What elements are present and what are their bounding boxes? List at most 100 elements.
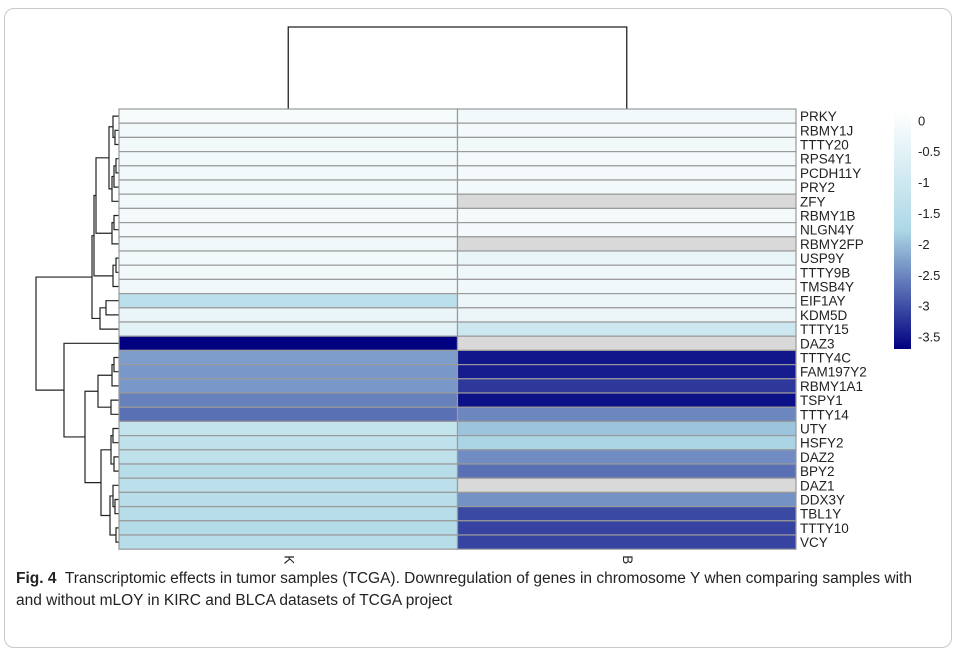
- heatmap-cell: [456, 506, 797, 522]
- row-dendrogram-branch: [112, 115, 119, 138]
- heatmap-cell: [456, 293, 797, 309]
- heatmap-cell: [456, 193, 797, 209]
- heatmap-cell: [456, 335, 797, 352]
- row-dendrogram-branch: [113, 456, 119, 472]
- row-dendrogram-branch: [93, 194, 113, 277]
- row-dendrogram-branch: [113, 356, 119, 373]
- heatmap-cell: [118, 278, 459, 295]
- row-dendrogram-branch: [97, 374, 112, 408]
- row-label: TSPY1: [800, 393, 843, 408]
- heatmap-cell: [456, 136, 797, 153]
- heatmap-cell: [118, 207, 459, 224]
- heatmap-cell: [456, 534, 797, 550]
- colorbar-tick-label: -3.5: [918, 330, 940, 345]
- row-label: TTTY15: [800, 322, 849, 337]
- row-label: TTTY14: [800, 407, 849, 422]
- row-label: PCDH11Y: [800, 166, 861, 181]
- row-label: TTTY9B: [800, 265, 850, 280]
- column-label: KIRC: [282, 555, 297, 565]
- heatmap-cell: [456, 420, 797, 437]
- row-label: TBL1Y: [800, 507, 841, 522]
- colorbar-tick-label: -1.5: [918, 206, 940, 221]
- row-label: HSFY2: [800, 436, 844, 451]
- heatmap-cell: [456, 364, 797, 380]
- colorbar-tick-label: -0.5: [918, 144, 940, 159]
- row-label: TTTY10: [800, 521, 849, 536]
- heatmap-cell: [456, 179, 797, 195]
- column-dendrogram-branch: [287, 26, 628, 109]
- heatmap-cell: [118, 165, 459, 181]
- colorbar-tick-label: 0: [918, 113, 925, 128]
- row-dendrogram-branch: [99, 307, 119, 330]
- heatmap-cell: [456, 378, 797, 394]
- heatmap-cell: [456, 463, 797, 479]
- heatmap-cell: [118, 193, 459, 209]
- colorbar-tick-label: -1: [918, 175, 930, 190]
- heatmap-cell: [118, 122, 459, 138]
- heatmap-cell: [118, 463, 459, 479]
- row-label: DAZ2: [800, 450, 835, 465]
- column-labels: KIRC BLCA: [282, 555, 636, 565]
- row-label: TTTY4C: [800, 351, 851, 366]
- heatmap-cell: [118, 136, 459, 153]
- figure-caption: Fig. 4 Transcriptomic effects in tumor s…: [16, 568, 936, 612]
- row-label: RBMY2FP: [800, 237, 864, 252]
- heatmap-cell: [118, 406, 459, 423]
- row-label: DAZ3: [800, 336, 835, 351]
- row-label: BPY2: [800, 464, 835, 479]
- heatmap-cell: [456, 236, 797, 252]
- heatmap-cell: [456, 151, 797, 167]
- row-dendrogram-branch: [111, 175, 119, 202]
- heatmap-cell: [118, 477, 459, 494]
- heatmap-cells: [118, 108, 797, 550]
- colorbar-tick-label: -3: [918, 299, 930, 314]
- heatmap-cell: [456, 392, 797, 408]
- heatmap-cell: [456, 122, 797, 138]
- heatmap-cell: [456, 349, 797, 366]
- row-dendrogram-branch: [35, 276, 92, 391]
- heatmap-cell: [456, 449, 797, 465]
- column-label: BLCA: [620, 555, 635, 565]
- row-label: FAM197Y2: [800, 365, 867, 380]
- heatmap-cell: [118, 236, 459, 252]
- heatmap-cell: [456, 491, 797, 508]
- heatmap-cell: [456, 108, 797, 124]
- row-dendrogram-branch: [91, 235, 100, 320]
- heatmap-cell: [118, 307, 459, 323]
- row-dendrogram-branch: [112, 427, 119, 444]
- caption-label: Fig. 4: [16, 570, 57, 587]
- row-label: USP9Y: [800, 251, 844, 266]
- heatmap-cell: [456, 321, 797, 337]
- heatmap-cell: [118, 534, 459, 550]
- row-dendrogram-branch: [112, 484, 119, 508]
- row-labels: PRKYRBMY1JTTTY20RPS4Y1PCDH11YPRY2ZFYRBMY…: [800, 109, 867, 550]
- heatmap-cell: [118, 264, 459, 281]
- colorbar-tick-label: -2.5: [918, 268, 940, 283]
- heatmap-cell: [456, 477, 797, 494]
- row-label: VCY: [800, 535, 828, 550]
- heatmap-cell: [118, 378, 459, 394]
- row-label: ZFY: [800, 194, 826, 209]
- heatmap-cell: [118, 250, 459, 266]
- colorbar-tick-label: -2: [918, 237, 930, 252]
- caption-text: Transcriptomic effects in tumor samples …: [16, 570, 912, 609]
- heatmap-cell: [118, 321, 459, 337]
- heatmap-chart: PRKYRBMY1JTTTY20RPS4Y1PCDH11YPRY2ZFYRBMY…: [35, 26, 940, 565]
- row-label: DAZ1: [800, 478, 835, 493]
- row-dendrogram-branch: [111, 222, 119, 245]
- row-dendrogram-branch: [105, 300, 119, 316]
- row-label: EIF1AY: [800, 294, 846, 309]
- heatmap-cell: [118, 392, 459, 408]
- heatmap-cell: [118, 349, 459, 366]
- row-label: UTY: [800, 422, 827, 437]
- heatmap-cell: [118, 179, 459, 195]
- row-dendrogram: [35, 115, 119, 543]
- heatmap-cell: [456, 222, 797, 238]
- heatmap-cell: [118, 364, 459, 380]
- row-dendrogram-branch: [110, 399, 119, 415]
- heatmap-cell: [456, 264, 797, 281]
- heatmap-cell: [118, 420, 459, 437]
- figure-frame: [4, 8, 952, 648]
- heatmap-cell: [118, 108, 459, 124]
- heatmap-cell: [456, 207, 797, 224]
